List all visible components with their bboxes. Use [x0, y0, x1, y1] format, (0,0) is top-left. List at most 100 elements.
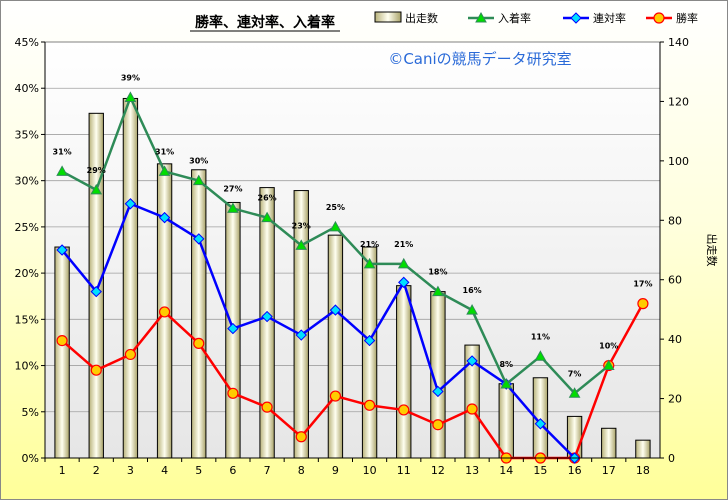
point [432, 285, 444, 297]
x-tick-label: 17 [602, 464, 616, 477]
x-tick-label: 12 [431, 464, 445, 477]
point [329, 220, 342, 232]
data-label: 10% [599, 342, 618, 351]
point [193, 233, 205, 245]
y-tick-label-right: 60 [668, 274, 682, 287]
y-tick-label-right: 20 [668, 393, 682, 406]
point [295, 431, 307, 443]
point [466, 403, 478, 415]
point [432, 419, 444, 431]
gridlines [45, 87, 660, 413]
point [192, 174, 205, 186]
bar [361, 246, 378, 459]
y-tick-label-left: 30% [15, 175, 39, 188]
point [637, 298, 649, 310]
data-label: 29% [87, 166, 106, 175]
point [261, 310, 273, 323]
y-tick-label-left: 15% [15, 313, 39, 326]
legend: 出走数 入着率 連対率 勝率 [374, 11, 698, 25]
point [475, 11, 487, 23]
x-tick-label: 16 [568, 464, 582, 477]
bar [54, 246, 70, 459]
x-tick-label: 14 [499, 464, 513, 477]
watermark: ©Caniの競馬データ研究室 [388, 50, 571, 68]
bar [259, 187, 275, 459]
y-tick-label-right: 120 [668, 95, 689, 108]
point [158, 165, 171, 176]
y-tick-label-left: 35% [15, 128, 39, 141]
bar [601, 427, 617, 459]
point [90, 364, 102, 376]
data-label: 30% [189, 157, 208, 166]
point [158, 211, 171, 224]
data-label: 25% [326, 203, 345, 212]
point [227, 387, 239, 399]
point [398, 276, 410, 289]
point [295, 329, 307, 341]
point [124, 348, 137, 361]
point [534, 350, 547, 361]
point [124, 198, 137, 210]
data-label: 39% [121, 73, 140, 82]
y-tick-label-left: 5% [22, 406, 39, 419]
point [534, 418, 547, 430]
legend-swatch-bar [374, 11, 402, 23]
x-tick-label: 2 [93, 464, 100, 477]
chart-title: 勝率、連対率、入着率 [195, 14, 335, 31]
data-label: 26% [258, 194, 277, 203]
bar [396, 285, 412, 459]
point [90, 183, 103, 195]
point [56, 334, 68, 347]
x-tick-label: 15 [533, 464, 547, 477]
y-tick-label-right: 100 [668, 155, 689, 168]
x-tick-label: 6 [229, 464, 236, 477]
point [124, 91, 137, 102]
x-tick-label: 8 [298, 464, 305, 477]
y-tick-label-right: 140 [668, 36, 689, 49]
legend-label: 出走数 [405, 11, 438, 25]
bar [191, 169, 207, 459]
point [56, 244, 68, 256]
point [227, 322, 239, 335]
data-label: 23% [292, 221, 311, 230]
x-tick-label: 10 [363, 464, 377, 477]
x-tick-label: 7 [264, 464, 271, 477]
data-label: 17% [633, 280, 652, 289]
point [653, 12, 665, 24]
x-tick-label: 18 [636, 464, 650, 477]
bar [122, 97, 139, 459]
bar [635, 439, 651, 459]
bar [327, 234, 344, 459]
y-axis-right-label: 出走数 [705, 234, 719, 267]
point [466, 304, 478, 315]
point [261, 401, 273, 413]
data-label: 27% [223, 184, 242, 193]
y-tick-label-right: 80 [668, 214, 682, 227]
point [500, 378, 513, 389]
point [568, 387, 581, 398]
x-tick-label: 1 [59, 464, 66, 477]
y-tick-label-left: 40% [15, 82, 39, 95]
point [363, 257, 376, 269]
data-label: 21% [394, 240, 413, 249]
data-label: 16% [463, 286, 482, 295]
legend-label: 連対率 [593, 11, 626, 25]
point [329, 390, 342, 402]
data-label: 18% [428, 268, 447, 277]
y-tick-label-left: 10% [15, 360, 39, 373]
plot-area [44, 41, 661, 459]
bar [498, 383, 514, 459]
x-tick-label: 4 [161, 464, 168, 477]
point [193, 337, 205, 349]
y-tick-label-left: 20% [15, 267, 39, 280]
legend-label: 勝率 [676, 11, 698, 25]
point [570, 12, 582, 24]
legend-label: 入着率 [498, 11, 531, 25]
bar [293, 190, 309, 459]
line-series [56, 91, 649, 464]
data-label: 7% [568, 369, 582, 378]
x-tick-label: 3 [127, 464, 134, 477]
point [295, 239, 308, 250]
series-line [61, 202, 576, 459]
